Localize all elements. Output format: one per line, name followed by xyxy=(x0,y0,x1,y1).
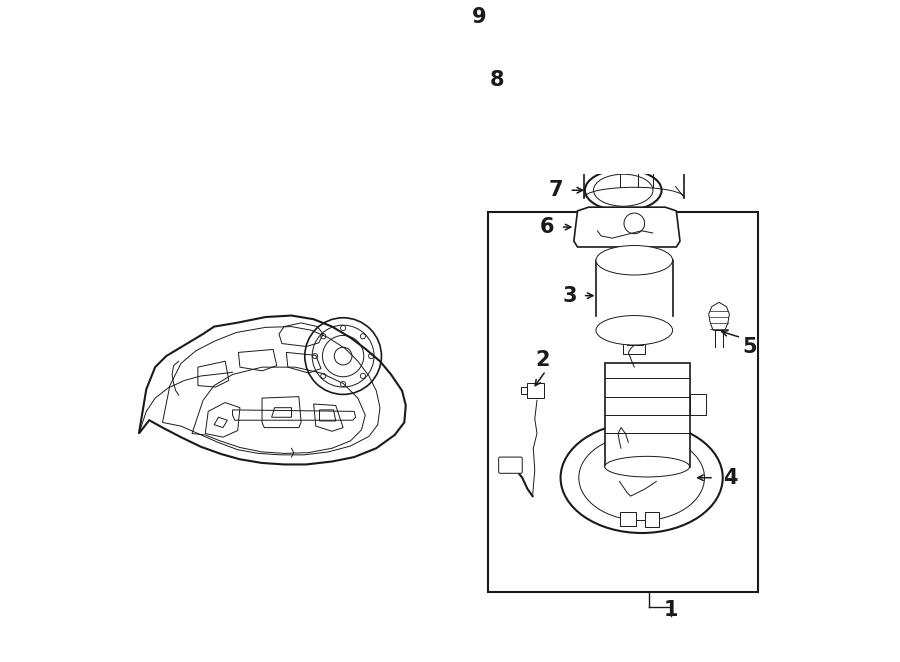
Ellipse shape xyxy=(593,174,652,207)
Bar xyxy=(627,334,644,345)
Circle shape xyxy=(545,92,553,99)
Polygon shape xyxy=(708,303,729,330)
Bar xyxy=(521,387,526,395)
Text: 4: 4 xyxy=(723,468,737,488)
Ellipse shape xyxy=(585,169,662,211)
Bar xyxy=(619,512,635,526)
Text: 6: 6 xyxy=(540,217,554,237)
Bar xyxy=(605,363,689,467)
Ellipse shape xyxy=(561,422,723,533)
Text: 1: 1 xyxy=(664,600,679,620)
Bar xyxy=(689,395,706,415)
Polygon shape xyxy=(574,207,680,247)
Circle shape xyxy=(591,0,608,13)
Text: 3: 3 xyxy=(562,285,577,306)
Bar xyxy=(526,383,544,398)
Circle shape xyxy=(585,109,592,116)
Bar xyxy=(489,213,758,592)
FancyBboxPatch shape xyxy=(499,457,522,473)
Circle shape xyxy=(625,60,632,67)
Ellipse shape xyxy=(538,45,639,114)
Circle shape xyxy=(585,44,592,51)
Ellipse shape xyxy=(605,456,689,477)
Text: 7: 7 xyxy=(549,180,563,200)
Ellipse shape xyxy=(596,316,672,345)
Circle shape xyxy=(545,60,553,67)
Circle shape xyxy=(625,92,632,99)
Text: 5: 5 xyxy=(742,336,757,357)
Ellipse shape xyxy=(549,52,628,107)
Text: 2: 2 xyxy=(536,350,550,370)
Ellipse shape xyxy=(584,103,684,123)
Ellipse shape xyxy=(529,39,648,120)
Text: 8: 8 xyxy=(490,70,504,89)
Ellipse shape xyxy=(596,246,672,275)
Bar xyxy=(645,512,659,527)
Text: 9: 9 xyxy=(472,7,487,27)
